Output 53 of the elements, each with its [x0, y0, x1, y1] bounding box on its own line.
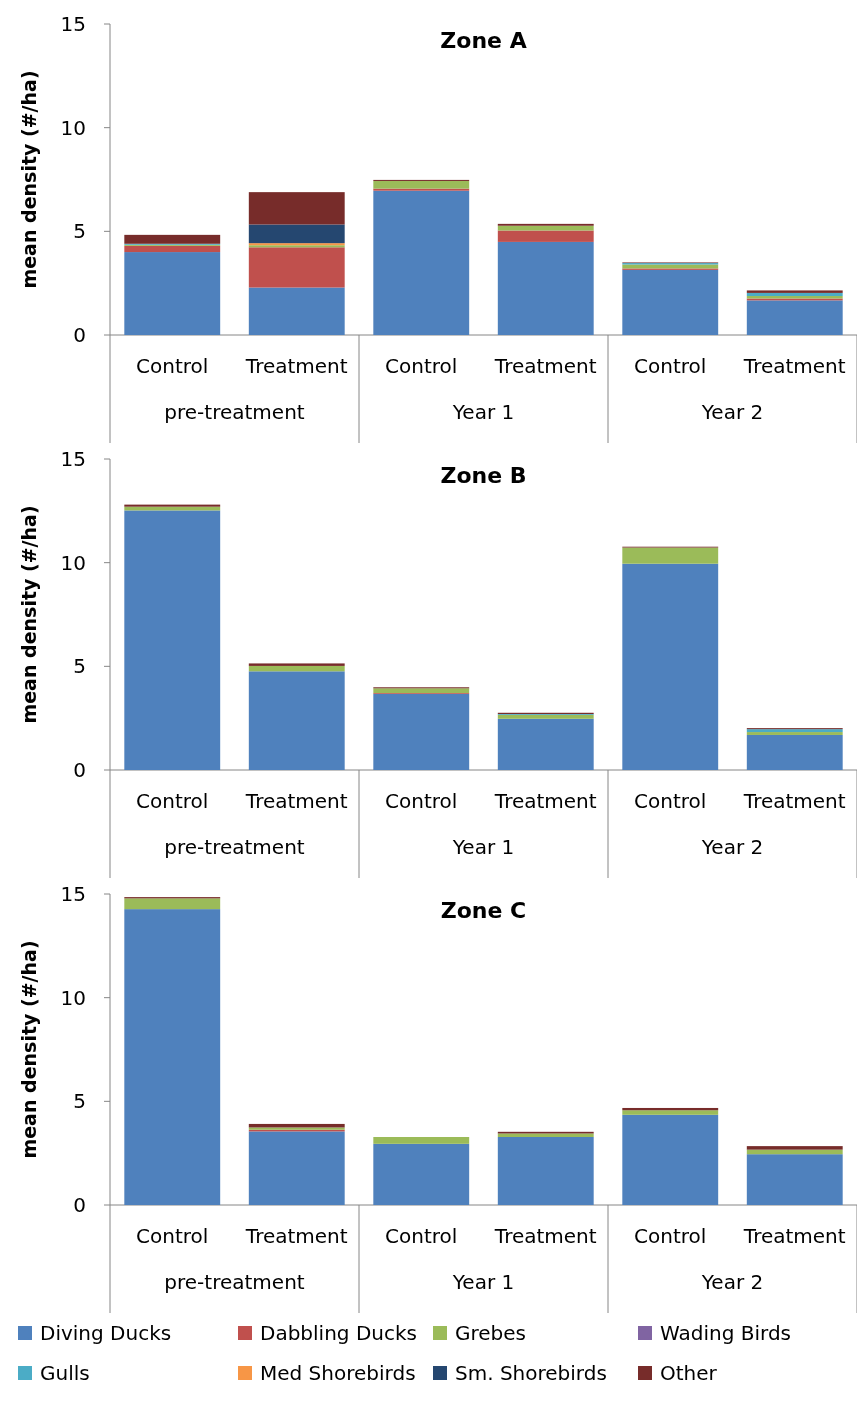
y-tick-label: 5 [73, 219, 86, 244]
y-axis-title: mean density (#/ha) [18, 940, 40, 1159]
x-tick-label: Treatment [742, 1224, 846, 1248]
x-tick-label: Treatment [493, 354, 597, 378]
y-tick-label: 10 [60, 115, 86, 140]
legend-label: Sm. Shorebirds [455, 1361, 607, 1385]
text: Year 1 [451, 835, 515, 859]
y-tick-label: 10 [60, 985, 86, 1010]
x-tick-label: Control [385, 789, 458, 813]
x-tick-label: Treatment [244, 1224, 348, 1248]
x-tick-label: Treatment [742, 789, 846, 813]
legend-label: Other [660, 1361, 718, 1385]
x-tick-label: Treatment [244, 354, 348, 378]
y-tick-label: 0 [73, 1193, 86, 1217]
text: Year 1 [451, 400, 515, 424]
y-tick-label: 15 [60, 12, 86, 36]
y-tick-label: 0 [73, 323, 86, 347]
text: pre-treatment [164, 400, 305, 424]
legend-label: Wading Birds [660, 1321, 791, 1345]
chart-title: Zone A [440, 28, 527, 53]
x-tick-label: Treatment [493, 1224, 597, 1248]
x-tick-label: Treatment [244, 789, 348, 813]
x-tick-label: Control [634, 1224, 707, 1248]
y-axis-title: mean density (#/ha) [18, 505, 40, 724]
text: pre-treatment [164, 835, 305, 859]
text: Year 2 [700, 400, 764, 424]
y-tick-label: 15 [60, 882, 86, 906]
x-tick-label: Control [136, 1224, 209, 1248]
x-tick-label: Treatment [493, 789, 597, 813]
x-tick-label: Control [634, 354, 707, 378]
text: pre-treatment [164, 1270, 305, 1294]
legend-label: Diving Ducks [40, 1321, 172, 1345]
y-tick-label: 5 [73, 1089, 86, 1114]
legend-label: Med Shorebirds [260, 1361, 416, 1385]
chart-title: Zone C [440, 898, 527, 923]
x-tick-label: Treatment [742, 354, 846, 378]
text: Year 2 [700, 1270, 764, 1294]
y-tick-label: 5 [73, 654, 86, 679]
x-tick-label: Control [136, 354, 209, 378]
legend-label: Gulls [40, 1361, 90, 1385]
text: Year 2 [700, 835, 764, 859]
x-tick-label: Control [385, 1224, 458, 1248]
y-tick-label: 0 [73, 758, 86, 782]
y-tick-label: 15 [60, 447, 86, 471]
y-tick-label: 10 [60, 550, 86, 575]
x-tick-label: Control [634, 789, 707, 813]
legend-label: Grebes [455, 1321, 527, 1345]
legend-label: Dabbling Ducks [260, 1321, 417, 1345]
x-tick-label: Control [136, 789, 209, 813]
chart-title: Zone B [440, 463, 527, 488]
x-tick-label: Control [385, 354, 458, 378]
y-axis-title: mean density (#/ha) [18, 70, 40, 289]
text: Year 1 [451, 1270, 515, 1294]
